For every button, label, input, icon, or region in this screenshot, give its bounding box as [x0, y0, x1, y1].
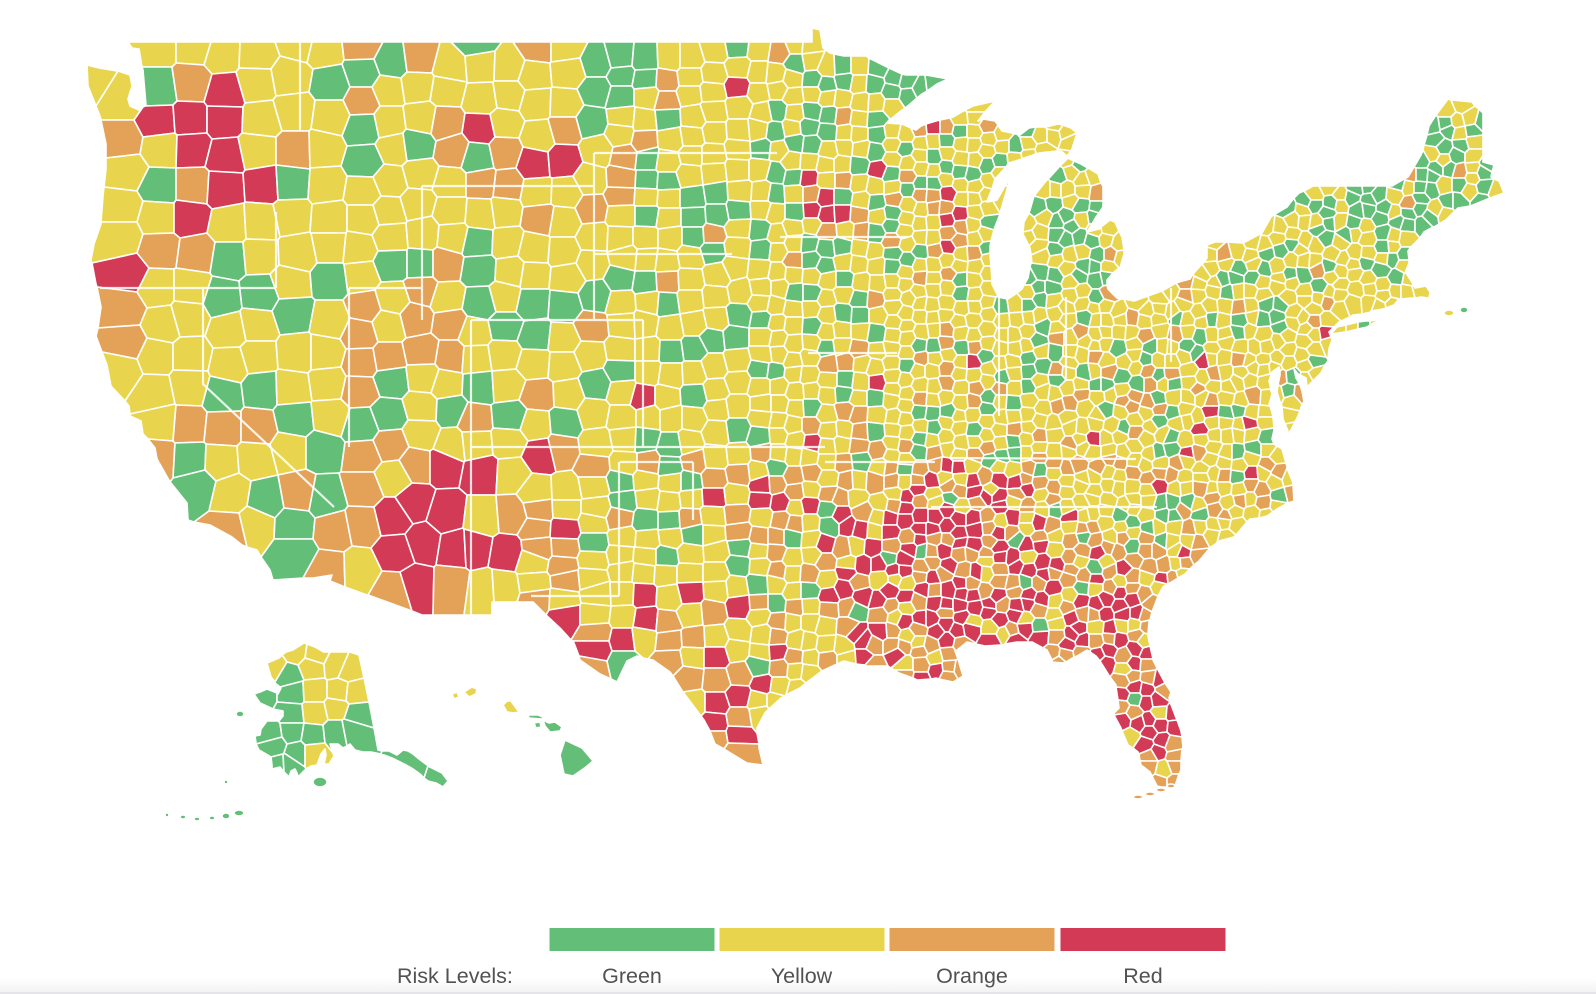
svg-text:Green: Green	[602, 964, 662, 988]
svg-text:Red: Red	[1123, 964, 1162, 988]
svg-text:Orange: Orange	[936, 964, 1008, 988]
svg-text:Yellow: Yellow	[771, 964, 833, 988]
svg-text:Risk Levels:: Risk Levels:	[397, 964, 513, 988]
